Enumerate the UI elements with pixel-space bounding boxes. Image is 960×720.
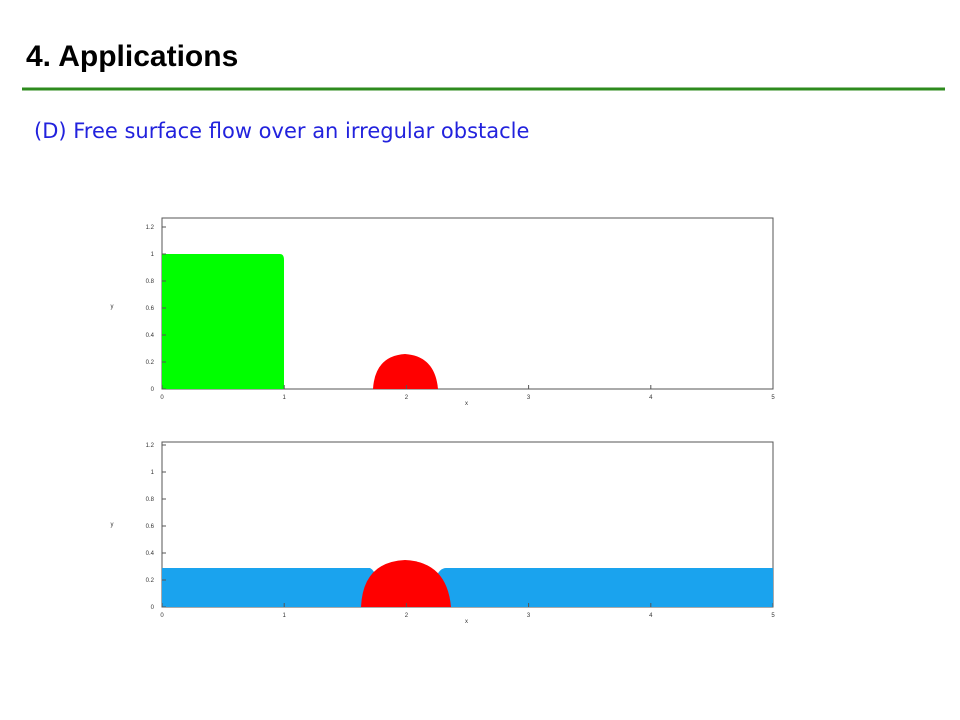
- water-left: [162, 568, 376, 607]
- x-tick-label: 4: [649, 395, 653, 401]
- y-tick-label: 1: [151, 252, 155, 258]
- y-tick-label: 0.2: [146, 578, 155, 584]
- y-axis-label: y: [111, 304, 114, 310]
- figure-1: [161, 217, 774, 390]
- x-tick-label: 2: [405, 395, 409, 401]
- slide-subtitle: (D) Free surface flow over an irregular …: [34, 119, 529, 143]
- y-tick-label: 1.2: [146, 443, 155, 449]
- x-tick-label: 0: [160, 613, 164, 619]
- slide-title: 4. Applications: [26, 40, 238, 73]
- water-right: [436, 568, 773, 607]
- water-column: [162, 254, 284, 389]
- x-tick-label: 5: [771, 613, 775, 619]
- y-axis-label: y: [111, 522, 114, 528]
- obstacle: [361, 560, 451, 607]
- y-tick-label: 0.8: [146, 279, 155, 285]
- y-tick-label: 0.6: [146, 524, 155, 530]
- x-tick-label: 1: [283, 395, 287, 401]
- x-tick-label: 3: [527, 613, 531, 619]
- y-tick-label: 0.8: [146, 497, 155, 503]
- y-tick-label: 0.4: [146, 333, 155, 339]
- x-tick-label: 5: [771, 395, 775, 401]
- x-tick-label: 2: [405, 613, 409, 619]
- y-tick-label: 0.2: [146, 360, 155, 366]
- y-tick-label: 0: [151, 605, 155, 611]
- x-tick-label: 4: [649, 613, 653, 619]
- y-tick-label: 1.2: [146, 225, 155, 231]
- x-tick-label: 1: [283, 613, 287, 619]
- x-axis-label: x: [465, 401, 468, 407]
- x-axis-label: x: [465, 619, 468, 625]
- obstacle: [373, 354, 438, 389]
- y-tick-label: 0.6: [146, 306, 155, 312]
- y-tick-label: 1: [151, 470, 155, 476]
- y-tick-label: 0: [151, 387, 155, 393]
- figure-2: [161, 441, 774, 608]
- x-tick-label: 3: [527, 395, 531, 401]
- y-tick-label: 0.4: [146, 551, 155, 557]
- x-tick-label: 0: [160, 395, 164, 401]
